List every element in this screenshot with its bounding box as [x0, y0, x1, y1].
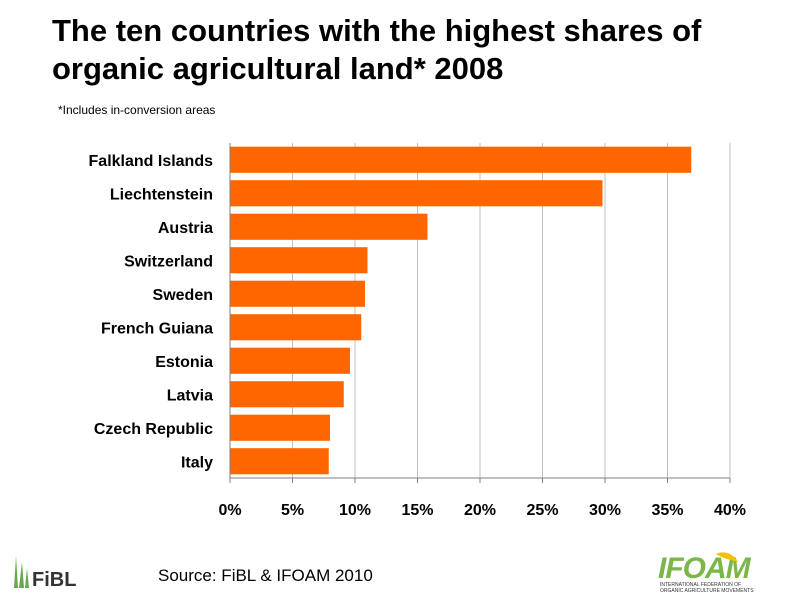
bar-7 [230, 381, 344, 408]
x-tick-label-3: 15% [401, 502, 433, 519]
category-label-0: Falkland Islands [89, 153, 214, 170]
category-label-3: Switzerland [124, 253, 213, 270]
svg-text:IFOAM: IFOAM [658, 552, 752, 585]
x-tick-label-6: 30% [589, 502, 621, 519]
x-tick-label-0: 0% [218, 502, 241, 519]
x-tick-label-5: 25% [526, 502, 558, 519]
bar-1 [230, 180, 603, 207]
category-label-8: Czech Republic [94, 421, 213, 438]
bar-8 [230, 414, 330, 441]
svg-text:FiBL: FiBL [32, 569, 76, 591]
fibl-logo: FiBL [14, 556, 76, 591]
bar-0 [230, 146, 692, 173]
category-label-1: Liechtenstein [110, 186, 213, 203]
ifoam-logo: IFOAM INTERNATIONAL FEDERATION OF ORGANI… [658, 552, 754, 594]
category-label-5: French Guiana [101, 320, 213, 337]
chart-title: The ten countries with the highest share… [52, 13, 702, 86]
category-label-7: Latvia [167, 387, 213, 404]
bar-3 [230, 247, 368, 274]
x-tick-label-4: 20% [464, 502, 496, 519]
svg-text:INTERNATIONAL FEDERATION OF: INTERNATIONAL FEDERATION OF [660, 582, 741, 588]
bar-9 [230, 448, 329, 475]
bar-4 [230, 280, 365, 307]
source-note: Source: FiBL & IFOAM 2010 [158, 566, 373, 585]
bar-5 [230, 314, 362, 341]
category-label-2: Austria [158, 220, 213, 237]
footnote: *Includes in-conversion areas [58, 103, 216, 117]
category-label-6: Estonia [155, 354, 213, 371]
category-label-4: Sweden [153, 287, 213, 304]
bar-2 [230, 213, 428, 240]
x-tick-label-2: 10% [339, 502, 371, 519]
svg-text:ORGANIC AGRICULTURE MOVEMENTS: ORGANIC AGRICULTURE MOVEMENTS [660, 588, 754, 594]
bar-6 [230, 347, 350, 374]
category-label-9: Italy [181, 454, 213, 471]
x-tick-label-1: 5% [281, 502, 304, 519]
x-tick-label-7: 35% [651, 502, 683, 519]
x-tick-label-8: 40% [714, 502, 746, 519]
